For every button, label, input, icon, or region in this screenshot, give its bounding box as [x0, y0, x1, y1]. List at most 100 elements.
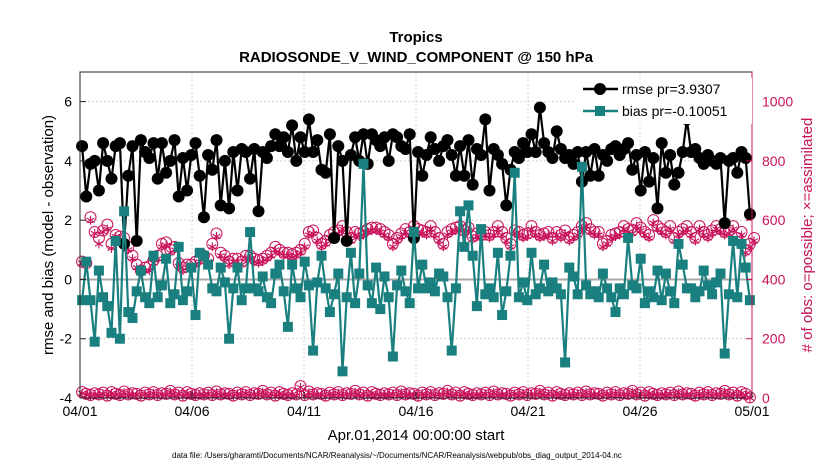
asterisk-stroke: [132, 392, 141, 398]
assimilated-point: [447, 227, 456, 237]
bias-point: [266, 298, 277, 309]
asterisk-stroke: [707, 230, 717, 237]
bias-point: [270, 268, 281, 279]
asterisk-stroke: [77, 390, 87, 396]
rmse-point: [298, 146, 311, 159]
bias-point: [539, 259, 550, 270]
rmse-point: [567, 157, 580, 170]
assimilated-point: [94, 239, 104, 249]
bias-point: [358, 158, 369, 169]
rmse-point: [252, 205, 265, 218]
bias-point: [119, 206, 130, 217]
assimilated-low-point: [166, 387, 175, 397]
bias-point: [245, 227, 256, 238]
bias-point: [715, 268, 726, 279]
y-tick-label: 4: [64, 153, 72, 169]
bias-point: [677, 259, 688, 270]
rmse-point: [588, 143, 601, 156]
assimilated-point: [489, 230, 498, 240]
bias-point: [492, 247, 503, 258]
assimilated-point: [355, 231, 364, 241]
rmse-point: [718, 217, 731, 230]
rmse-point: [462, 134, 475, 147]
bias-point: [253, 286, 264, 297]
rmse-point: [202, 148, 215, 161]
x-tick-label: 04/16: [398, 403, 433, 419]
asterisk-stroke: [254, 260, 263, 266]
rmse-point: [265, 140, 278, 153]
assimilated-point: [686, 230, 696, 240]
bias-point: [744, 295, 755, 306]
bias-point: [702, 280, 713, 291]
bias-point: [698, 265, 709, 276]
asterisk-stroke: [208, 244, 217, 250]
legend-bias-marker: [595, 106, 605, 116]
series-rmse: [76, 101, 756, 250]
rmse-point: [336, 154, 349, 167]
assimilated-point: [518, 233, 528, 243]
asterisk-stroke: [90, 230, 99, 237]
rmse-point: [88, 154, 101, 167]
rmse-point: [101, 154, 114, 167]
bias-point: [501, 286, 512, 297]
asterisk-stroke: [266, 253, 276, 259]
bias-point: [652, 265, 663, 276]
assimilated-low-point: [350, 387, 360, 397]
bias-point: [337, 366, 348, 377]
assimilated-point: [321, 239, 330, 249]
bias-point: [85, 295, 96, 306]
bias-point: [211, 286, 222, 297]
rmse-point: [626, 163, 639, 176]
asterisk-stroke: [212, 233, 221, 240]
bias-point: [345, 247, 356, 258]
asterisk-stroke: [493, 392, 503, 399]
asterisk-stroke: [308, 392, 318, 399]
bias-point: [606, 292, 617, 303]
assimilated-point: [128, 254, 137, 264]
asterisk-stroke: [287, 254, 297, 260]
assimilated-point: [749, 236, 759, 246]
bias-point: [505, 250, 516, 261]
assimilated-low-point: [182, 388, 192, 398]
asterisk-stroke: [560, 230, 570, 237]
asterisk-stroke: [355, 233, 364, 240]
asterisk-stroke: [392, 238, 402, 244]
bias-point: [387, 351, 398, 362]
bias-point: [123, 307, 134, 318]
y-right-tick-label: 1000: [762, 94, 793, 110]
rmse-point: [601, 154, 614, 167]
assimilated-point: [695, 224, 704, 234]
asterisk-stroke: [636, 227, 645, 234]
asterisk-stroke: [233, 391, 242, 397]
asterisk-stroke: [384, 235, 393, 241]
assimilated-point: [523, 231, 532, 241]
asterisk-stroke: [371, 227, 381, 234]
asterisk-stroke: [602, 391, 612, 397]
bias-point: [644, 286, 655, 297]
assimilated-point: [703, 233, 713, 243]
rmse-point: [739, 151, 752, 164]
rmse-point: [403, 128, 416, 141]
assimilated-point: [502, 236, 511, 246]
rmse-point: [445, 148, 458, 161]
x-tick-label: 04/21: [510, 403, 545, 419]
asterisk-stroke: [661, 392, 671, 399]
assimilated-point: [644, 233, 654, 243]
bias-point: [547, 277, 558, 288]
asterisk-stroke: [552, 390, 561, 396]
asterisk-stroke: [103, 226, 112, 232]
rmse-point: [634, 184, 647, 197]
rmse-point: [521, 146, 534, 159]
asterisk-stroke: [401, 392, 410, 399]
assimilated-low-point: [262, 391, 272, 401]
assimilated-point: [103, 224, 112, 234]
bias-point: [568, 271, 579, 282]
bias-point: [425, 277, 436, 288]
rmse-point: [554, 143, 567, 156]
rmse-point: [273, 140, 286, 153]
bias-point: [455, 206, 466, 217]
asterisk-stroke: [94, 392, 104, 399]
assimilated-point: [632, 221, 641, 231]
legend-box: [576, 78, 752, 124]
assimilated-point: [691, 236, 700, 246]
